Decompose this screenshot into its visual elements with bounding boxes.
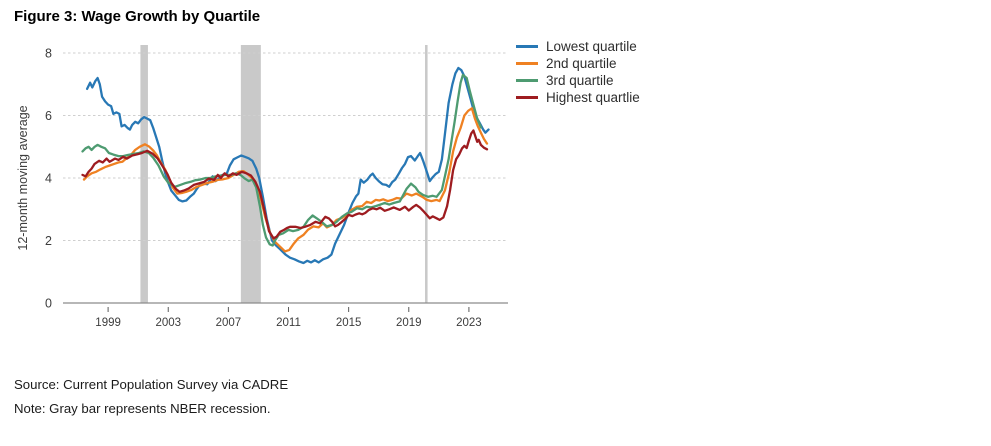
legend-label: Lowest quartile (546, 38, 637, 54)
recession-band (240, 45, 261, 303)
series-line-2nd-quartile (82, 107, 489, 253)
y-axis-label: 12-month moving average (16, 105, 30, 250)
y-tick-label: 6 (45, 109, 52, 123)
x-tick-label: 2019 (396, 317, 422, 329)
y-tick-label: 0 (45, 297, 52, 311)
legend-item-lowest-quartile: Lowest quartile (516, 38, 640, 54)
recession-band (425, 45, 428, 303)
x-tick-label: 1999 (95, 317, 121, 329)
x-tick-label: 2015 (336, 317, 362, 329)
wage-growth-line-chart: 0 2 4 6 8 1999 2003 2007 2011 2015 2019 2023 12-mont… (16, 45, 508, 329)
legend-label: 3rd quartile (546, 72, 614, 88)
legend-item-3rd-quartile: 3rd quartile (516, 72, 640, 88)
x-tick-label: 2011 (276, 317, 301, 329)
figure-title: Figure 3: Wage Growth by Quartile (14, 8, 261, 25)
y-tick-label: 4 (45, 172, 52, 186)
x-tick-label: 2007 (216, 317, 242, 329)
x-tick-label: 2003 (155, 317, 181, 329)
x-tick-label: 2023 (456, 317, 482, 329)
note-text: Note: Gray bar represents NBER recession… (14, 401, 271, 416)
2nd-quartile-line-swatch (516, 61, 538, 65)
3rd-quartile-line-swatch (516, 78, 538, 82)
highest-quartile-line-swatch (516, 95, 538, 99)
legend-item-2nd-quartile: 2nd quartile (516, 55, 640, 71)
legend-label: Highest quartlie (546, 89, 640, 105)
y-tick-label: 8 (45, 47, 52, 61)
chart-area: 0 2 4 6 8 1999 2003 2007 2011 2015 2019 2023 12-mont… (0, 36, 520, 336)
series-line-highest-quartlie (81, 129, 489, 240)
source-text: Source: Current Population Survey via CA… (14, 377, 289, 392)
legend-item-highest-quartile: Highest quartlie (516, 89, 640, 105)
recession-band (140, 45, 148, 303)
series-line-lowest-quartile (85, 66, 490, 265)
y-tick-label: 2 (45, 234, 52, 248)
lowest-quartile-line-swatch (516, 44, 538, 48)
legend: Lowest quartile 2nd quartile 3rd quartil… (516, 38, 640, 106)
legend-label: 2nd quartile (546, 55, 617, 71)
